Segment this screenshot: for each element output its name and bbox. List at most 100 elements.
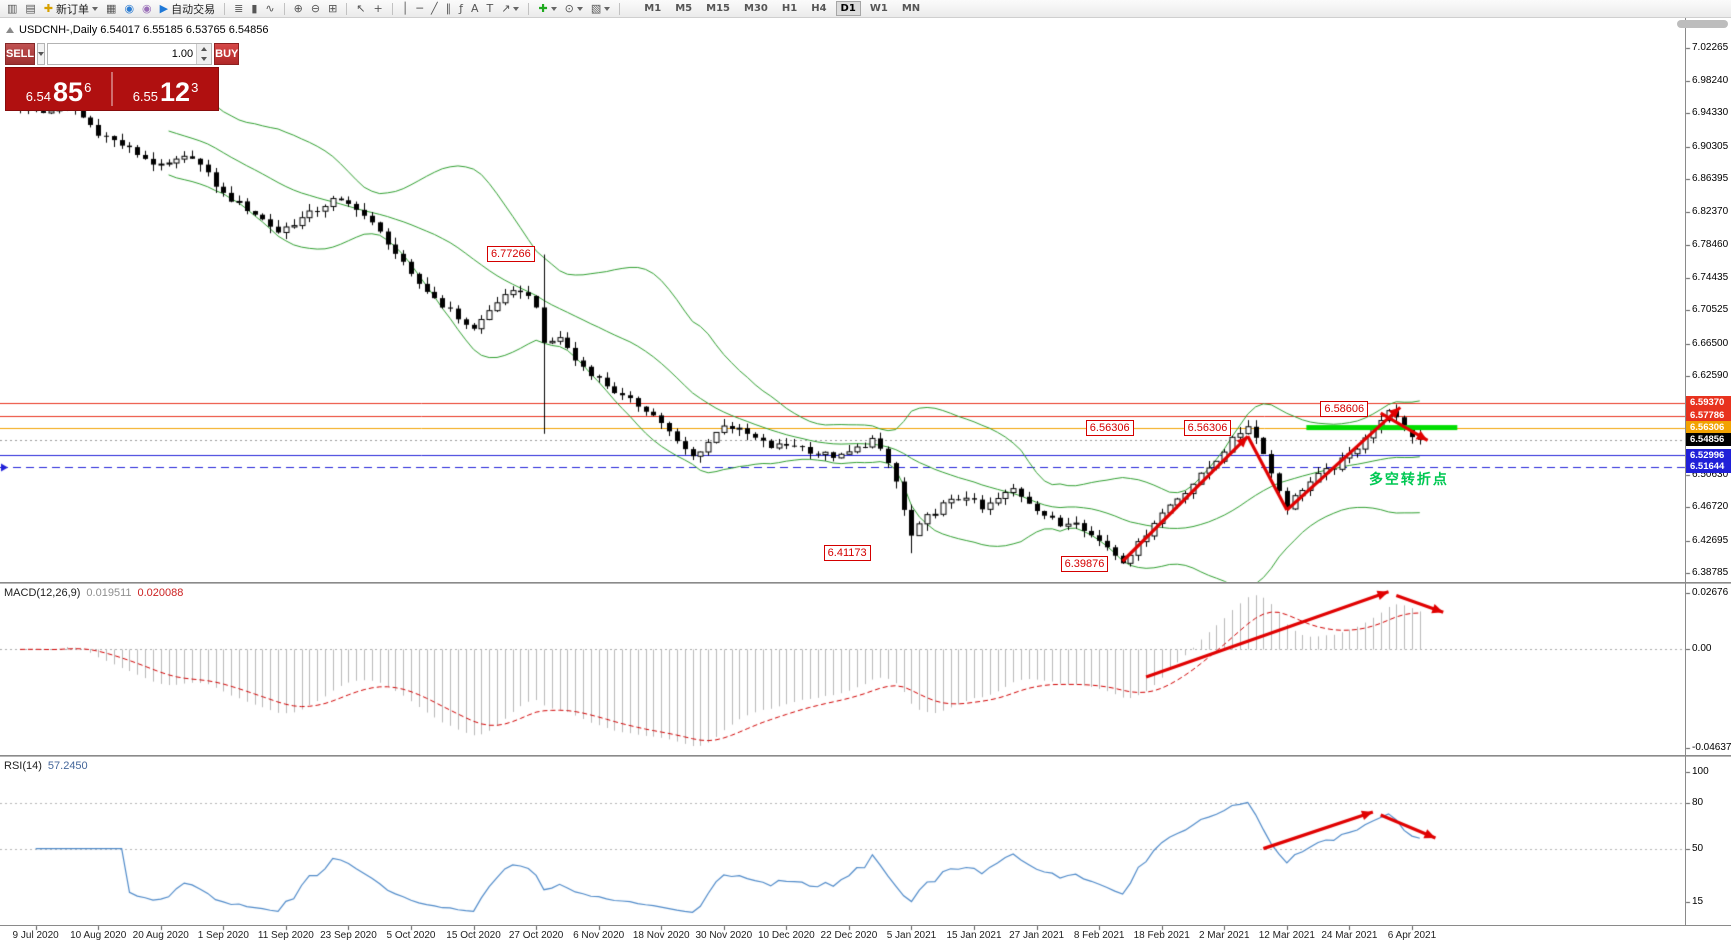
timeframe-d1[interactable]: D1 — [835, 1, 861, 16]
price-annotation[interactable]: 6.77266 — [486, 246, 535, 263]
price-axis-tick: 6.70525 — [1692, 304, 1729, 316]
price-axis-tick: 6.66500 — [1692, 337, 1729, 349]
zoom-in-icon-glyph: ⊕ — [293, 1, 303, 15]
fibonacci-icon[interactable]: ƒ — [456, 1, 466, 17]
panel-divider-rsi[interactable] — [0, 755, 1731, 757]
zoom-out-icon[interactable]: ⊖ — [308, 1, 323, 17]
panel-divider-macd[interactable] — [0, 582, 1731, 584]
buy-button[interactable]: BUY — [214, 43, 240, 65]
price-axis-tick: 6.94330 — [1692, 107, 1729, 119]
candlestick-icon[interactable]: ▮ — [248, 1, 260, 17]
volume-input[interactable] — [48, 44, 197, 64]
time-axis-separator — [0, 925, 1731, 926]
auto-trading-button[interactable]: ▶ 自动交易 — [157, 1, 218, 17]
new-order-button-label: 新订单 — [56, 2, 90, 16]
community-icon[interactable]: ◉ — [139, 1, 155, 17]
rsi-axis-tick: 15 — [1692, 896, 1704, 908]
crosshair-icon[interactable]: + — [371, 1, 386, 17]
chevron-up-icon — [201, 47, 208, 51]
timeframe-h4[interactable]: H4 — [811, 3, 827, 14]
volume-down-button[interactable] — [197, 54, 212, 64]
rsi-axis-tick: 80 — [1692, 796, 1704, 808]
price-annotation[interactable]: 6.56306 — [1085, 419, 1134, 436]
indicators-button[interactable]: ✚ — [535, 1, 559, 17]
timeframe-m5[interactable]: M5 — [675, 3, 693, 14]
new-order-button-dropdown-icon[interactable] — [92, 6, 99, 11]
price-annotation[interactable]: 6.39876 — [1060, 555, 1109, 572]
ask-price-big: 12 — [160, 77, 191, 107]
timeframe-mn[interactable]: MN — [901, 3, 921, 14]
line-chart-icon[interactable]: ∿ — [262, 1, 277, 17]
ask-price[interactable]: 6.55 12 3 — [113, 68, 218, 110]
one-click-trading-panel: SELL BUY 6.54 85 6 6.55 12 3 — [5, 43, 240, 111]
vertical-line-icon[interactable]: │ — [399, 1, 412, 17]
one-click-collapse-icon[interactable] — [6, 27, 14, 33]
time-axis-label: 11 Sep 2020 — [257, 930, 314, 941]
horizontal-line-icon-glyph: ─ — [416, 1, 423, 15]
indicators-button-dropdown-icon[interactable] — [550, 6, 557, 11]
time-axis-label: 30 Nov 2020 — [695, 930, 753, 941]
bid-ask-panel: 6.54 85 6 6.55 12 3 — [5, 67, 219, 111]
zoom-in-icon[interactable]: ⊕ — [291, 1, 306, 17]
rsi-value: 57.2450 — [47, 760, 88, 772]
templates-button[interactable]: ▧ — [588, 1, 613, 17]
rsi-axis-tick: 100 — [1692, 766, 1709, 778]
macd-value-signal: 0.020088 — [137, 587, 184, 599]
order-options-dropdown[interactable] — [37, 43, 46, 65]
channel-icon[interactable]: ∥ — [443, 1, 455, 17]
cursor-icon-glyph: ↖ — [356, 1, 366, 15]
vertical-line-icon-glyph: │ — [401, 1, 409, 15]
text-icon[interactable]: A — [468, 1, 482, 17]
sell-button[interactable]: SELL — [5, 43, 36, 65]
time-axis-label: 1 Sep 2020 — [197, 930, 249, 941]
timeframe-m15[interactable]: M15 — [706, 3, 731, 14]
timeframe-m30[interactable]: M30 — [744, 3, 768, 14]
timeframe-h1[interactable]: H1 — [781, 3, 798, 14]
ask-price-small: 6.55 — [132, 89, 159, 104]
macd-axis-tick: 0.00 — [1692, 643, 1712, 655]
macd-title: MACD(12,26,9) — [4, 587, 81, 599]
new-order-button[interactable]: ✚ 新订单 — [41, 1, 101, 17]
timeframe-m1[interactable]: M1 — [644, 3, 662, 14]
bid-price-sup: 6 — [84, 80, 92, 95]
fibonacci-icon-glyph: ƒ — [459, 1, 463, 15]
price-axis-tick: 6.98240 — [1692, 74, 1729, 86]
main-toolbar: ▥ ▤ ✚ 新订单 ▦ ◉ ◉ ▶ 自动交易 ≣ ▮ ∿ ⊕ ⊖ ⊞ ↖ + │ ─ ╱ ∥ ƒ A T ↗ ✚ ⊙ ▧ M1 M5 M15… — [0, 0, 1731, 18]
time-axis-label: 18 Feb 2021 — [1133, 930, 1190, 941]
price-tag: 6.52996 — [1686, 448, 1731, 462]
profiles-icon[interactable]: ▤ — [22, 1, 38, 17]
time-axis-label: 2 Mar 2021 — [1198, 930, 1250, 941]
volume-field — [47, 43, 213, 65]
market-depth-icon[interactable]: ▦ — [103, 1, 119, 17]
volume-stepper — [196, 44, 212, 64]
price-annotation[interactable]: 6.41173 — [823, 545, 871, 562]
tile-windows-icon[interactable]: ⊞ — [325, 1, 340, 17]
turning-point-label[interactable]: 多空转折点 — [1368, 470, 1449, 487]
symbol-header: USDCNH-,Daily 6.54017 6.55185 6.53765 6.… — [6, 24, 269, 36]
ask-price-sup: 3 — [191, 80, 199, 95]
periods-button[interactable]: ⊙ — [562, 1, 586, 17]
time-axis-label: 9 Jul 2020 — [12, 930, 59, 941]
ohlc-bars-icon[interactable]: ≣ — [231, 1, 246, 17]
arrows-icon-glyph: ↗ — [501, 1, 511, 15]
bid-price[interactable]: 6.54 85 6 — [6, 68, 111, 110]
timeframe-w1[interactable]: W1 — [869, 3, 888, 14]
horizontal-line-icon[interactable]: ─ — [413, 1, 426, 17]
cursor-icon[interactable]: ↖ — [353, 1, 368, 17]
volume-up-button[interactable] — [197, 44, 212, 54]
charts-window-icon[interactable]: ▥ — [4, 1, 20, 17]
price-tag: 6.59370 — [1686, 396, 1731, 410]
chart-h-scrollbar[interactable] — [1677, 20, 1728, 28]
templates-button-dropdown-icon[interactable] — [604, 6, 611, 11]
price-annotation[interactable]: 6.56306 — [1183, 419, 1232, 436]
macd-label: MACD(12,26,9) 0.019511 0.020088 — [4, 587, 183, 599]
webterminal-icon[interactable]: ◉ — [121, 1, 137, 17]
periods-button-dropdown-icon[interactable] — [576, 6, 583, 11]
label-icon[interactable]: T — [484, 1, 497, 17]
trendline-icon[interactable]: ╱ — [428, 1, 441, 17]
arrows-icon[interactable]: ↗ — [498, 1, 522, 17]
rsi-axis-tick: 50 — [1692, 842, 1704, 854]
arrows-icon-dropdown-icon[interactable] — [513, 6, 520, 11]
price-annotation[interactable]: 6.58606 — [1320, 400, 1369, 417]
